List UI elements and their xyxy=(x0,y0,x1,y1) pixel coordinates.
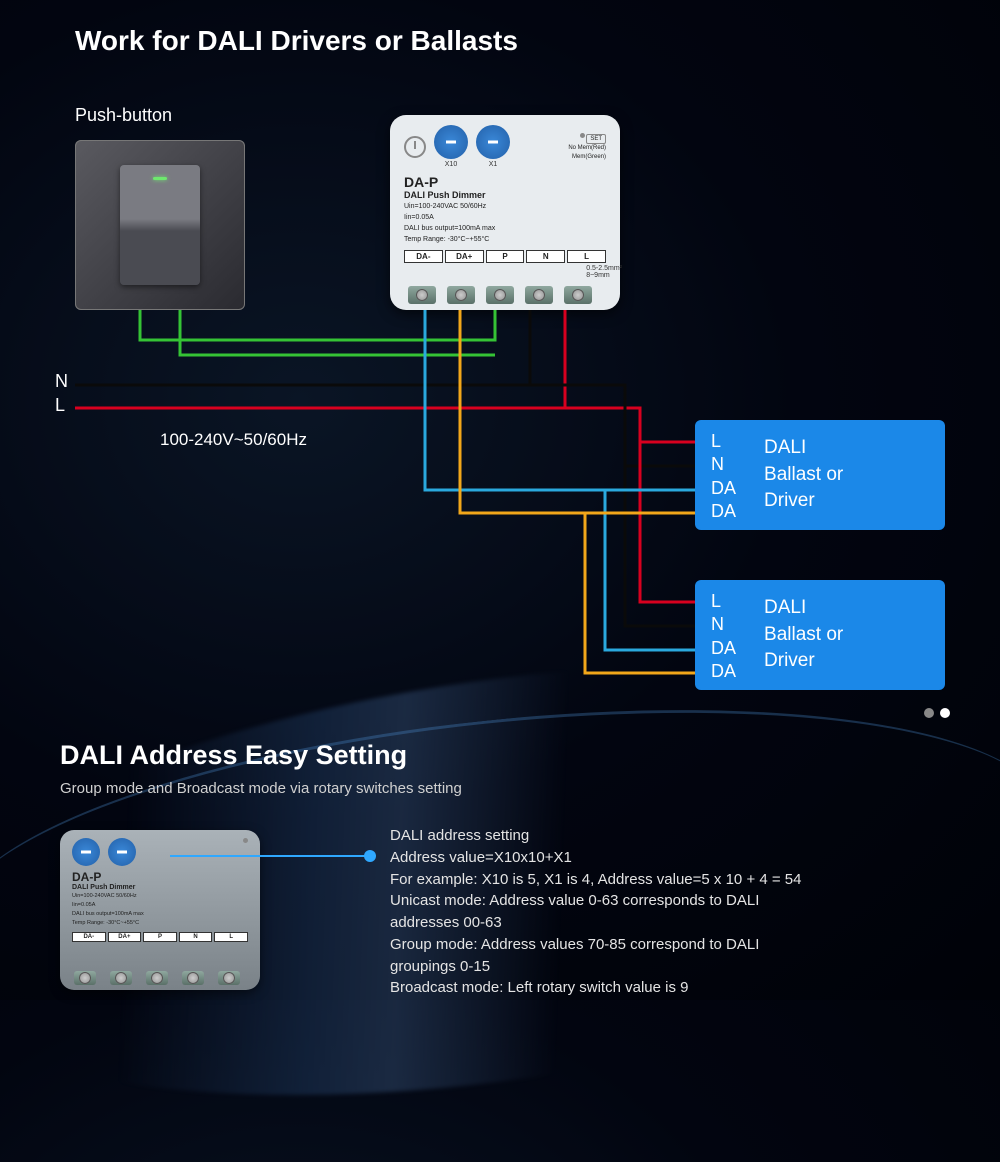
wire-gauge-text: 0.5-2.5mm² 8~9mm xyxy=(586,265,622,280)
ballast-label-2: Ballast or xyxy=(764,624,843,645)
module-model: DA-P xyxy=(404,174,606,190)
address-explanation: DALI address setting Address value=X10x1… xyxy=(390,825,802,999)
power-icon xyxy=(404,136,426,158)
rotary-x1-label: X1 xyxy=(489,161,498,168)
screw-icon xyxy=(564,286,592,304)
ballast-term-da: DA xyxy=(711,477,736,500)
subheading-address: Group mode and Broadcast mode via rotary… xyxy=(60,780,462,797)
rocker-icon xyxy=(120,165,200,285)
module-name: DALI Push Dimmer xyxy=(72,884,248,891)
ballast-term-da: DA xyxy=(711,500,736,523)
ballast-box-1: L N DA DA DALI Ballast or Driver xyxy=(695,420,945,530)
terminal-labels: DA- DA+ P N L xyxy=(72,932,248,942)
module-spec2: Iin=0.05A xyxy=(72,902,248,909)
module-spec2: Iin=0.05A xyxy=(404,213,606,222)
term-da-plus: DA+ xyxy=(445,250,484,263)
addr-line: Unicast mode: Address value 0-63 corresp… xyxy=(390,890,802,912)
term: DA+ xyxy=(108,932,142,942)
heading-top: Work for DALI Drivers or Ballasts xyxy=(75,25,518,57)
led-icon xyxy=(580,133,585,138)
dot-icon xyxy=(924,708,934,718)
voltage-label: 100-240V~50/60Hz xyxy=(160,430,307,450)
module-spec3: DALI bus output=100mA max xyxy=(72,911,248,918)
term: N xyxy=(179,932,213,942)
screw-icon xyxy=(146,971,168,985)
ballast-term-da: DA xyxy=(711,660,736,683)
module-spec1: Uin=100-240VAC 50/60Hz xyxy=(404,202,606,211)
mem-red-text: No Mem(Red) xyxy=(568,145,606,151)
screw-terminals xyxy=(74,971,240,985)
pointer-line xyxy=(170,855,370,857)
rotary-icon xyxy=(72,838,100,866)
rotary-x10-label: X10 xyxy=(445,161,457,168)
module-spec4: Temp Range: -30°C~+55°C xyxy=(72,920,248,927)
addr-line: Address value=X10x10+X1 xyxy=(390,847,802,869)
led-icon xyxy=(243,838,248,843)
addr-line: Group mode: Address values 70-85 corresp… xyxy=(390,934,802,956)
screw-icon xyxy=(486,286,514,304)
ballast-box-2: L N DA DA DALI Ballast or Driver xyxy=(695,580,945,690)
screw-icon xyxy=(447,286,475,304)
term: DA- xyxy=(72,932,106,942)
ballast-label-2: Ballast or xyxy=(764,464,843,485)
module-spec3: DALI bus output=100mA max xyxy=(404,224,606,233)
addr-line: groupings 0-15 xyxy=(390,956,802,978)
module-spec4: Temp Range: -30°C~+55°C xyxy=(404,235,606,244)
screw-icon xyxy=(74,971,96,985)
n-label: N xyxy=(55,371,68,392)
ballast-label-1: DALI xyxy=(764,597,806,618)
term: L xyxy=(214,932,248,942)
term-p: P xyxy=(486,250,525,263)
module-name: DALI Push Dimmer xyxy=(404,190,606,200)
heading-address: DALI Address Easy Setting xyxy=(60,740,407,771)
dap-module-small: DA-P DALI Push Dimmer Uin=100-240VAC 50/… xyxy=(60,830,260,990)
terminal-labels: DA- DA+ P N L xyxy=(404,250,606,263)
rotary-icon xyxy=(108,838,136,866)
screw-terminals xyxy=(408,286,592,304)
push-button-label: Push-button xyxy=(75,105,172,126)
screw-icon xyxy=(110,971,132,985)
rotary-x10 xyxy=(434,125,468,159)
mem-green-text: Mem(Green) xyxy=(572,154,606,160)
ballast-term-n: N xyxy=(711,453,736,476)
dap-module: X10 X1 SET No Mem(Red) Mem(Green) DA-P D… xyxy=(390,115,620,310)
term-l: L xyxy=(567,250,606,263)
ballast-label-1: DALI xyxy=(764,437,806,458)
ballast-label-3: Driver xyxy=(764,650,815,671)
push-button-switch xyxy=(75,140,245,310)
screw-icon xyxy=(408,286,436,304)
l-label: L xyxy=(55,395,65,416)
term-da-minus: DA- xyxy=(404,250,443,263)
ballast-label-3: Driver xyxy=(764,490,815,511)
dot-icon-active xyxy=(940,708,950,718)
ballast-term-da: DA xyxy=(711,637,736,660)
module-model: DA-P xyxy=(72,870,248,884)
ballast-term-l: L xyxy=(711,590,736,613)
term: P xyxy=(143,932,177,942)
term-n: N xyxy=(526,250,565,263)
addr-line: addresses 00-63 xyxy=(390,912,802,934)
addr-line: For example: X10 is 5, X1 is 4, Address … xyxy=(390,869,802,891)
screw-icon xyxy=(182,971,204,985)
carousel-dots xyxy=(924,708,950,718)
ballast-term-l: L xyxy=(711,430,736,453)
ballast-term-n: N xyxy=(711,613,736,636)
addr-line: DALI address setting xyxy=(390,825,802,847)
screw-icon xyxy=(525,286,553,304)
set-button-label: SET xyxy=(586,134,606,144)
rotary-x1 xyxy=(476,125,510,159)
addr-line: Broadcast mode: Left rotary switch value… xyxy=(390,977,802,999)
module-spec1: Uin=100-240VAC 50/60Hz xyxy=(72,893,248,900)
screw-icon xyxy=(218,971,240,985)
